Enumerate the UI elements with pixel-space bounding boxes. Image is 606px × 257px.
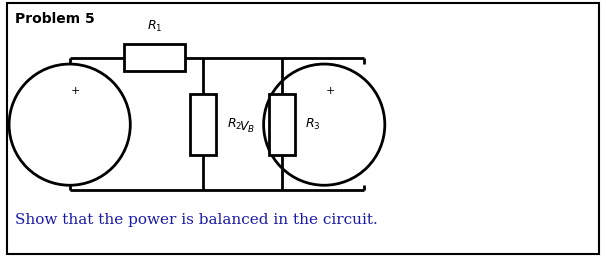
FancyBboxPatch shape: [7, 3, 599, 254]
Text: +: +: [71, 86, 81, 96]
Bar: [124, 44, 185, 71]
Text: $V_B$: $V_B$: [239, 120, 255, 135]
Bar: [269, 94, 295, 155]
Text: Problem 5: Problem 5: [15, 12, 95, 25]
Text: $R_2$: $R_2$: [227, 117, 242, 132]
Bar: [190, 94, 216, 155]
Text: $R_3$: $R_3$: [305, 117, 321, 132]
Text: $R_1$: $R_1$: [147, 19, 162, 34]
Text: Show that the power is balanced in the circuit.: Show that the power is balanced in the c…: [15, 214, 378, 227]
Text: +: +: [325, 86, 335, 96]
